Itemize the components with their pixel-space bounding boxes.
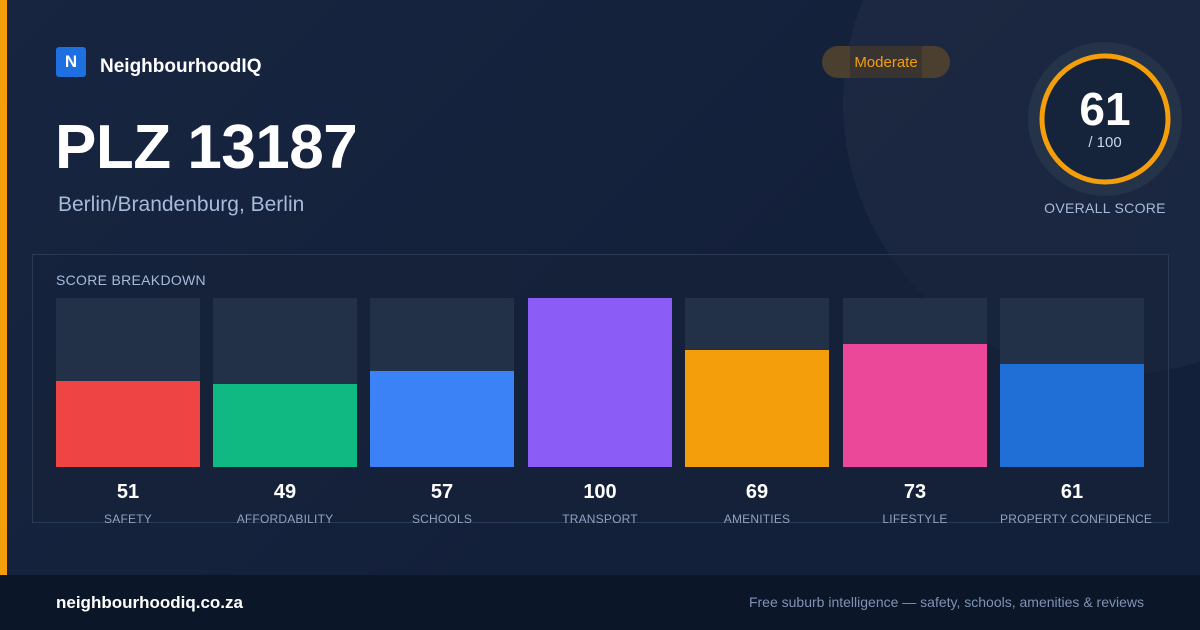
bar-track [1000,298,1144,467]
breakdown-bar-affordability: 49 AFFORDABILITY [213,298,357,526]
breakdown-bar-schools: 57 SCHOOLS [370,298,514,526]
footer-tagline: Free suburb intelligence — safety, schoo… [748,594,1144,610]
score-ring-graphic [1039,53,1171,185]
bar-fill [56,380,200,467]
bar-fill [370,370,514,467]
accent-stripe [0,0,7,575]
overall-score-max: / 100 [1088,134,1122,151]
bar-label: AFFORDABILITY [236,512,334,526]
rating-badge-label: Moderate [854,53,918,71]
bar-track [843,298,987,467]
location-subtitle: Berlin/Brandenburg, Berlin [58,193,305,216]
bar-fill [843,343,987,467]
breakdown-bar-amenities: 69 AMENITIES [685,298,829,526]
bar-fill [213,384,357,467]
bar-label: SCHOOLS [411,512,473,526]
bar-track [528,298,672,467]
bar-value: 100 [583,481,617,503]
bar-track [685,298,829,467]
bar-value: 49 [273,481,297,503]
bar-label: TRANSPORT [562,512,638,526]
score-breakdown-panel: SCORE BREAKDOWN 51 SAFETY 49 AFFORDABILITY 5… [32,254,1169,526]
footer-url[interactable]: neighbourhoodiq.co.za [56,593,243,612]
bar-value: 51 [116,481,140,503]
bar-label: LIFESTYLE [882,512,948,526]
overall-score-label: OVERALL SCORE [1044,200,1166,216]
bar-fill [685,350,829,467]
bar-track [370,298,514,467]
bar-value: 73 [903,481,927,503]
breakdown-bar-lifestyle: 73 LIFESTYLE [843,298,987,526]
bar-fill [528,298,672,467]
bar-value: 69 [745,481,769,503]
bar-track [56,298,200,467]
bar-value: 61 [1060,481,1084,503]
brand-name: NeighbourhoodIQ [100,56,262,77]
bar-label: AMENITIES [723,512,791,526]
rating-badge: Moderate [822,46,950,78]
score-ring-arc [1039,53,1171,185]
brand[interactable]: N NeighbourhoodIQ [56,46,261,78]
breakdown-bar-transport: 100 TRANSPORT [528,298,672,526]
footer: neighbourhoodiq.co.za Free suburb intell… [0,575,1200,630]
brand-logo-icon: N [56,47,86,77]
overall-score-value: 61 [1079,83,1131,135]
page-title: PLZ 13187 [55,113,358,182]
bar-label: PROPERTY CONFIDENCE [1000,512,1153,526]
breakdown-bar-safety: 51 SAFETY [56,298,200,526]
bar-track [213,298,357,467]
bar-fill [1000,363,1144,467]
breakdown-title: SCORE BREAKDOWN [56,272,206,288]
bar-value: 57 [430,481,454,503]
bar-label: SAFETY [104,512,152,526]
overall-score-ring: 61 / 100 [1028,42,1182,196]
breakdown-bar-property-confidence: 61 PROPERTY CONFIDENCE [1000,298,1153,526]
